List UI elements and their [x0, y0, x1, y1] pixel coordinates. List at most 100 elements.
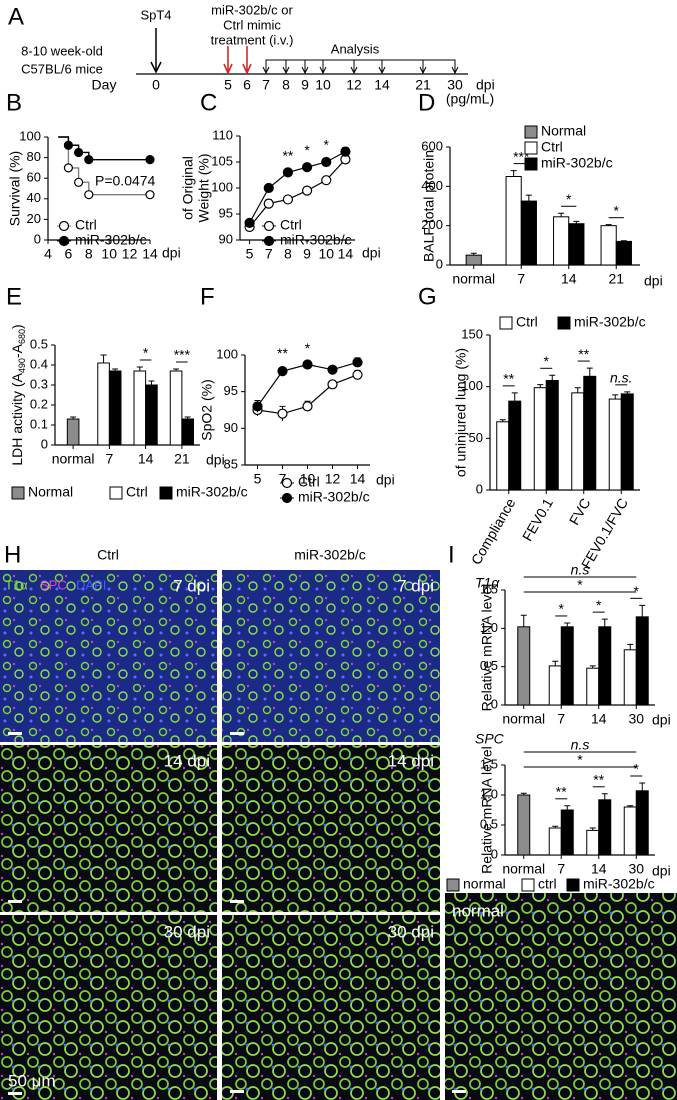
- bracket-label: *: [577, 577, 583, 593]
- significance: *: [596, 597, 602, 613]
- stain-label: DAPI: [76, 577, 106, 592]
- bar: [517, 794, 531, 856]
- error-bar: [624, 391, 631, 394]
- bar: [169, 370, 183, 446]
- error-bar: [100, 354, 107, 363]
- significance: **: [282, 148, 293, 164]
- bracket-label: *: [577, 752, 583, 768]
- error-bar: [586, 367, 593, 377]
- day-tick-label: 10: [315, 77, 331, 93]
- x-tick-label: 7: [105, 451, 113, 467]
- significance: *: [634, 761, 640, 777]
- micrographs: H Ctrl miR-302b/c T1α SPC DAPI 7 dpi 7 d…: [0, 541, 677, 1100]
- legend-label: Ctrl: [126, 484, 148, 500]
- x-axis-label: dpi: [644, 273, 663, 289]
- legend-swatch: [557, 316, 571, 330]
- analysis-arrow: [282, 60, 290, 75]
- y-axis-label: Relative mRNA level: [479, 584, 495, 712]
- point: [340, 146, 351, 157]
- y-tick-label: 1.0: [480, 786, 498, 801]
- x-tick-label: 5: [254, 471, 262, 487]
- significance: *: [614, 202, 620, 218]
- point: [327, 364, 338, 375]
- day-tick-label: 0: [152, 77, 160, 93]
- y-tick-label: 0.4: [30, 356, 48, 371]
- x-axis-label: dpi: [652, 863, 671, 879]
- bar: [496, 421, 510, 491]
- x-tick-label: 5: [246, 246, 254, 262]
- error-bar: [639, 782, 646, 791]
- bar: [108, 370, 122, 446]
- analysis-arrow: [350, 60, 358, 75]
- point: [63, 140, 74, 150]
- bar: [545, 379, 559, 491]
- point: [277, 366, 288, 377]
- day-tick-label: 9: [301, 77, 309, 93]
- error-bar: [520, 792, 527, 795]
- panel-letter: F: [200, 283, 215, 310]
- x-tick-label: FEV0.1: [519, 495, 556, 544]
- error-bar: [148, 380, 155, 385]
- legend-label: miR-302b/c: [574, 314, 646, 330]
- y-axis-label: SpO2 (%): [199, 379, 215, 440]
- bar: [560, 626, 574, 706]
- y-tick-label: 105: [211, 153, 233, 168]
- x-axis-label: dpi: [652, 712, 671, 728]
- y-axis-label: Survival (%): [7, 151, 23, 226]
- legend-swatch: [524, 141, 538, 155]
- y-axis-label-part: ): [9, 324, 25, 329]
- bracket-label: n.s: [571, 562, 590, 578]
- time-label: 14 dpi: [164, 751, 210, 770]
- legend-label: Normal: [28, 484, 73, 500]
- y-tick-label: 150: [461, 326, 483, 341]
- micrograph: [0, 570, 217, 742]
- legend-label: miR-302b/c: [280, 232, 352, 248]
- mice-label: 8-10 week-old: [21, 43, 103, 58]
- analysis-arrow: [301, 60, 309, 75]
- treatment-label: Ctrl mimic: [223, 17, 281, 32]
- legend-label: ctrl: [538, 876, 557, 892]
- error-bar: [173, 368, 180, 371]
- point: [302, 401, 313, 412]
- micrograph: [0, 915, 217, 1100]
- day-tick-label: 30: [447, 77, 463, 93]
- point: [352, 369, 363, 380]
- error-bar: [470, 252, 477, 256]
- significance: *: [559, 601, 565, 617]
- treatment-arrow: [223, 46, 233, 75]
- error-bar: [589, 665, 596, 669]
- significance: *: [304, 142, 310, 158]
- legend-swatch: [446, 878, 460, 892]
- survival-line: [58, 136, 150, 161]
- y-axis-label: of uninjured lung (%): [453, 348, 469, 477]
- chart-title: T1α: [475, 575, 500, 591]
- legend-label: normal: [463, 876, 506, 892]
- legend-swatch: [109, 486, 123, 500]
- y-tick-label: 400: [421, 178, 443, 193]
- y-tick-label: 1.5: [480, 756, 498, 771]
- treatment-label: miR-302b/c or: [211, 2, 293, 17]
- error-bar: [525, 194, 532, 202]
- legend-marker: [281, 477, 293, 489]
- x-axis-label: dpi: [362, 245, 381, 261]
- legend-label: miR-302b/c: [541, 155, 613, 171]
- error-bar: [552, 660, 559, 666]
- point: [301, 162, 313, 173]
- panel-letter: C: [200, 89, 217, 116]
- day-tick-label: 14: [374, 77, 390, 93]
- legend-swatch: [159, 486, 173, 500]
- y-tick-label: 100: [216, 346, 238, 361]
- analysis-arrow: [419, 60, 427, 75]
- bar: [571, 392, 585, 491]
- bar: [635, 790, 649, 856]
- stain-label: T1α: [5, 577, 28, 592]
- y-axis-label-part: LDH activity (A: [9, 372, 25, 465]
- error-bar: [564, 622, 571, 627]
- legend-marker: [58, 220, 70, 232]
- error-bar: [552, 825, 559, 828]
- micrograph: [0, 745, 217, 912]
- x-tick-label: 7: [557, 861, 565, 877]
- panel-letter: H: [4, 541, 21, 568]
- stain-label: SPC: [40, 577, 67, 592]
- y-tick-label: 0.5: [480, 816, 498, 831]
